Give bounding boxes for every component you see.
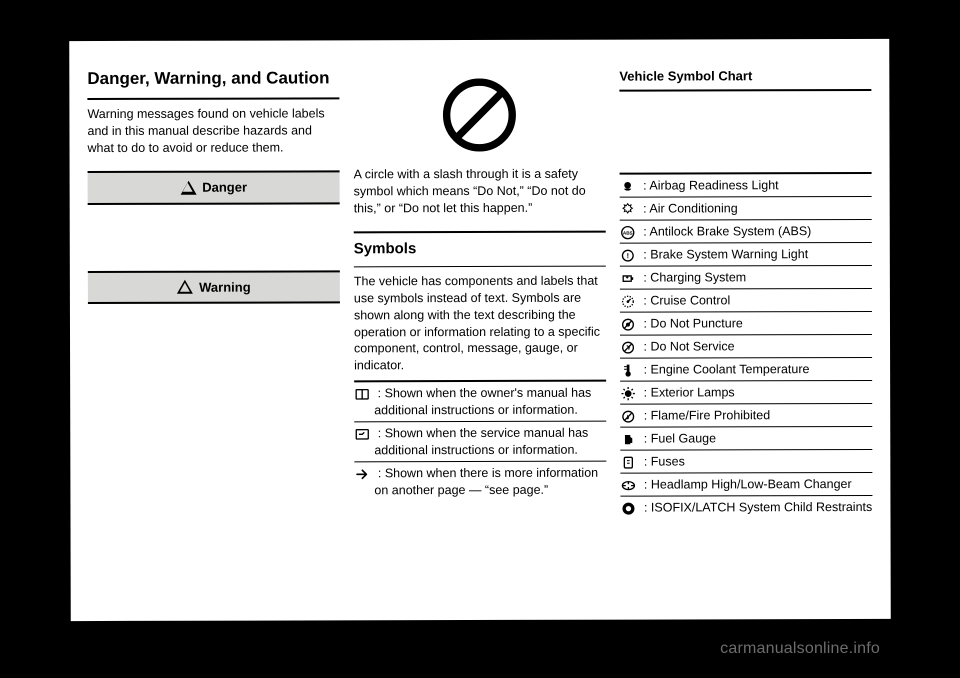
heading-symbols: Symbols	[354, 230, 606, 259]
chart-row-text: : Engine Coolant Temperature	[640, 361, 872, 378]
prohibit-text: A circle with a slash through it is a sa…	[354, 166, 606, 217]
chart-row: : ISOFIX/LATCH System Child Restraints	[620, 495, 872, 519]
chart-row: ! : Brake System Warning Light	[620, 242, 872, 266]
chart-icon	[620, 386, 636, 402]
chart-row-text: : Air Conditioning	[640, 200, 872, 217]
chart-icon	[620, 317, 636, 333]
chart-row: : Flame/Fire Prohibited	[620, 403, 872, 427]
chart-icon	[620, 478, 636, 494]
chart-icon	[620, 202, 636, 218]
chart-intro: Here are some additional symbols that ma…	[619, 97, 871, 165]
symbol-entry: : Shown when the owner's manual has addi…	[354, 380, 606, 421]
symbol-entry: : Shown when the service manual has addi…	[354, 421, 606, 461]
heading-danger-warning-caution: Danger, Warning, and Caution	[87, 68, 339, 89]
watermark-text: carmanualsonline.info	[720, 640, 880, 658]
danger-label: Danger	[202, 179, 247, 197]
heading-vehicle-symbol-chart: Vehicle Symbol Chart	[619, 67, 871, 91]
chart-row-text: : ISOFIX/LATCH System Child Restraints	[640, 499, 872, 516]
chart-row-text: : Antilock Brake System (ABS)	[640, 223, 872, 240]
chart-row: : Engine Coolant Temperature	[620, 357, 872, 381]
chart-row-text: : Exterior Lamps	[640, 384, 872, 401]
chart-row: : Do Not Service	[620, 334, 872, 358]
symbol-entry: : Shown when there is more information o…	[354, 460, 606, 500]
chart-row: ABS : Antilock Brake System (ABS)	[620, 219, 872, 243]
chart-row: : Charging System	[620, 265, 872, 289]
chart-icon	[620, 179, 636, 195]
divider	[87, 98, 339, 101]
symbol-entries: : Shown when the owner's manual has addi…	[354, 380, 606, 501]
chart-row-text: : Flame/Fire Prohibited	[640, 407, 872, 424]
chart-row-text: : Cruise Control	[640, 292, 872, 309]
chart-row: : Cruise Control	[620, 288, 872, 312]
chart-row-text: : Airbag Readiness Light	[640, 177, 872, 194]
prohibit-icon	[438, 74, 520, 156]
warning-triangle-icon	[177, 280, 193, 294]
chart-row: : Exterior Lamps	[620, 380, 872, 404]
chart-icon: !	[620, 248, 636, 264]
warning-triangle-icon	[180, 181, 196, 195]
chart-icon	[620, 409, 636, 425]
symbol-entry-text: : Shown when the owner's manual has addi…	[374, 385, 606, 419]
chart-row-text: : Fuel Gauge	[640, 430, 872, 447]
prohibit-symbol-wrap	[353, 68, 605, 167]
chart-icon	[620, 501, 636, 517]
warning-label: Warning	[199, 278, 251, 296]
column-1: Danger, Warning, and Caution Warning mes…	[87, 68, 340, 603]
chart-row-text: : Do Not Puncture	[640, 315, 872, 332]
svg-text:ABS: ABS	[623, 231, 633, 236]
symbol-entry-text: : Shown when the service manual has addi…	[374, 425, 606, 459]
chart-row: : Do Not Puncture	[620, 311, 872, 335]
chart-row-text: : Fuses	[640, 453, 872, 470]
chart-row: : Air Conditioning	[620, 196, 872, 220]
divider	[354, 266, 606, 268]
arrow-icon	[354, 466, 370, 482]
chart-icon	[620, 363, 636, 379]
danger-box: Danger	[88, 170, 340, 204]
symbol-chart-list: : Airbag Readiness Light : Air Condition…	[620, 172, 873, 519]
column-3: Vehicle Symbol Chart Here are some addit…	[619, 67, 872, 602]
chart-icon	[620, 271, 636, 287]
chart-row-text: : Do Not Service	[640, 338, 872, 355]
spacer	[88, 208, 340, 263]
warning-box: Warning	[88, 270, 340, 304]
symbol-entry-text: : Shown when there is more information o…	[374, 464, 606, 498]
symbols-intro: The vehicle has components and labels th…	[354, 273, 606, 375]
chart-row: : Fuel Gauge	[620, 426, 872, 450]
column-2: A circle with a slash through it is a sa…	[353, 68, 606, 603]
intro-text: Warning messages found on vehicle labels…	[87, 106, 339, 157]
chart-row: : Headlamp High/Low-Beam Changer	[620, 472, 872, 496]
chart-icon	[620, 294, 636, 310]
service-icon	[354, 426, 370, 442]
chart-row: : Fuses	[620, 449, 872, 473]
chart-row-text: : Headlamp High/Low-Beam Changer	[640, 476, 872, 493]
svg-text:!: !	[627, 251, 629, 260]
chart-icon	[620, 340, 636, 356]
chart-row: : Airbag Readiness Light	[620, 172, 872, 197]
chart-icon: ABS	[620, 225, 636, 241]
chart-row-text: : Brake System Warning Light	[640, 246, 872, 263]
chart-icon	[620, 432, 636, 448]
chart-icon	[620, 455, 636, 471]
manual-page: Danger, Warning, and Caution Warning mes…	[69, 39, 891, 621]
book-icon	[354, 386, 370, 402]
chart-row-text: : Charging System	[640, 269, 872, 286]
